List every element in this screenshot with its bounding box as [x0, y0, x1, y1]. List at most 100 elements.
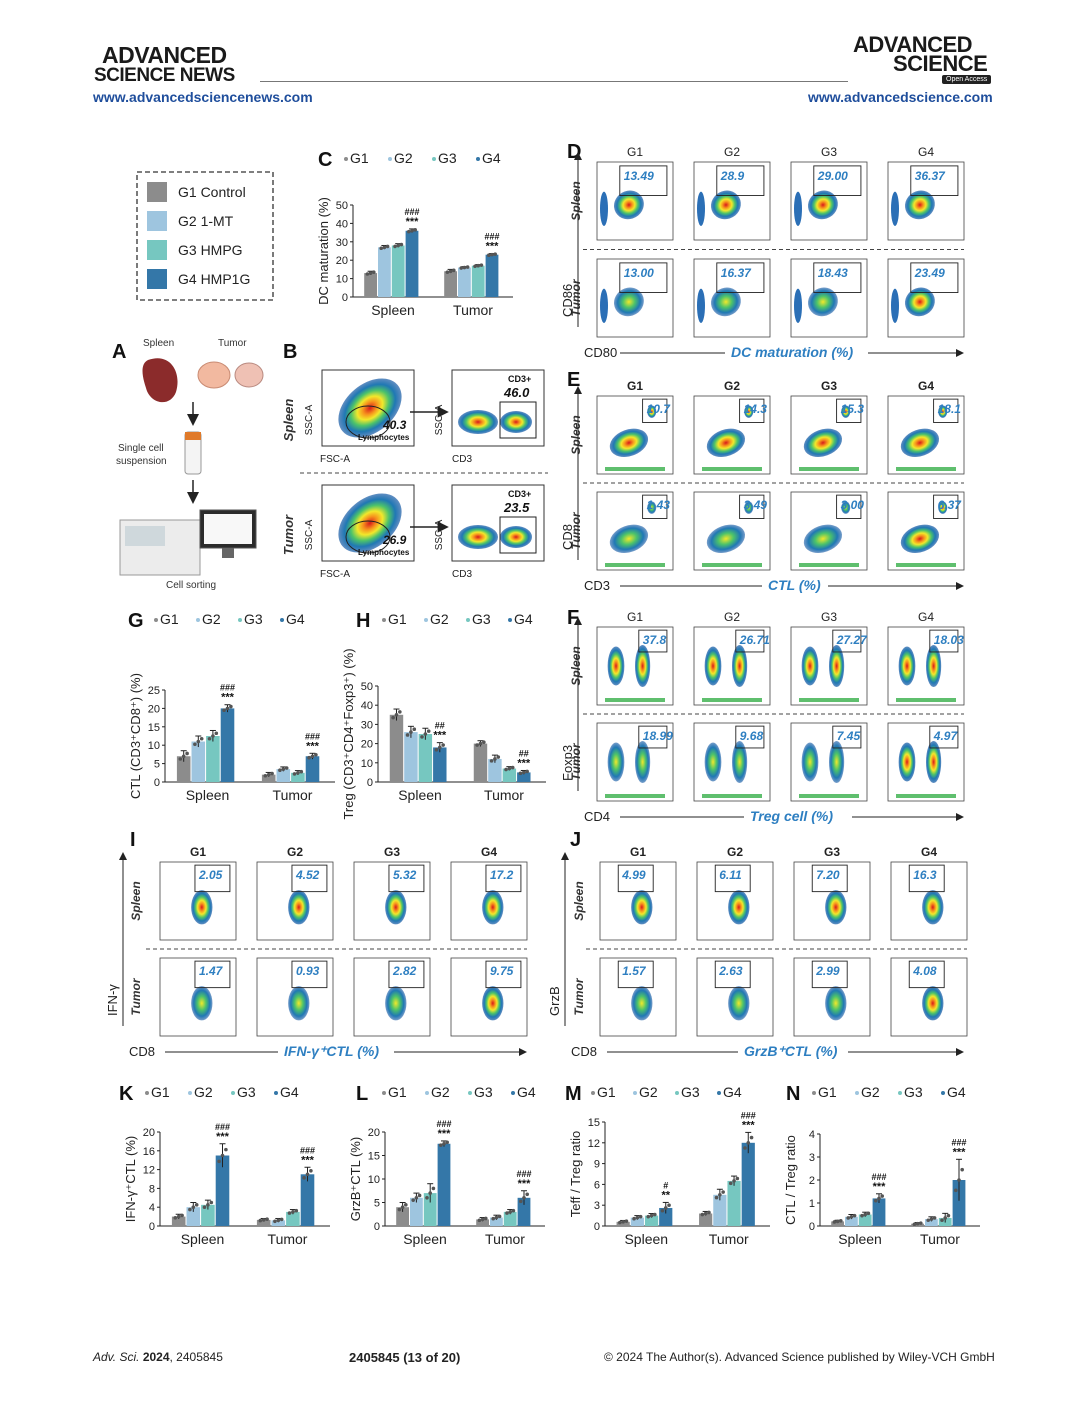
chart-c-letter: C [318, 149, 332, 171]
panel-b-gate-0 [345, 405, 391, 439]
chart-h-dot-G3-tumor-0 [504, 767, 508, 772]
right-url[interactable]: www.advancedscience.com [808, 89, 993, 105]
flow-j-tumor-2-density [825, 986, 847, 1021]
chart-h-dot-G1-tumor-2 [482, 740, 486, 744]
chart-k-ytick-label-20: 20 [143, 1127, 155, 1139]
flow-j-tumor-0-gate [617, 960, 654, 989]
chart-g-dot-G3-spleen-1 [211, 734, 215, 738]
chart-c-bar-G1-tumor [444, 271, 457, 297]
chart-h-xcat-spleen: Spleen [398, 787, 442, 803]
flow-f-tumor-0-baseline [605, 794, 665, 798]
flow-j-tumor-0-value: 1.57 [622, 964, 647, 978]
flow-e-tumor-3-baseline [896, 563, 956, 567]
flow-d-spleen-1-gate [716, 165, 765, 196]
chart-g-dot-G1-tumor-0 [263, 773, 268, 778]
panel-b-x1-0: FSC-A [320, 454, 350, 465]
chart-l-legend-G3: G3 [474, 1084, 493, 1100]
chart-g-dot-G4-tumor-1 [310, 754, 315, 759]
flow-d-spleen-3-value: 36.37 [915, 169, 946, 183]
chart-m-dot-G4-tumor-0 [743, 1146, 747, 1150]
chart-m-dot-G1-tumor-0 [700, 1212, 705, 1217]
chart-l-bar-G4-spleen [437, 1143, 451, 1226]
flow-f-spleen-0-baseline [605, 698, 665, 702]
flow-e-tumor-1-baseline [702, 563, 762, 567]
flow-f-spleen-3-gate [929, 629, 959, 653]
chart-g-stars-tumor: *** [306, 740, 320, 752]
right-masthead-line1: ADVANCED [853, 32, 973, 57]
flow-f-tumor-1-baseline [702, 794, 762, 798]
chart-h-bar-G4-spleen [433, 747, 447, 782]
chart-h-bar-G2-tumor [488, 758, 502, 782]
flow-i-spleen-1-value: 4.52 [295, 868, 320, 882]
flow-e-tumor-0-value: 1.43 [647, 498, 671, 512]
chart-m-dot-G4-spleen-0 [660, 1208, 665, 1213]
chart-h-dot-G2-spleen-1 [409, 730, 413, 734]
flow-f-tumor-2-density-a [801, 742, 819, 782]
chart-n-ytick-label-2: 2 [809, 1175, 815, 1187]
chart-c-bar-G4-spleen [405, 230, 419, 297]
panel-b-cd3-value-0: 46.0 [503, 385, 530, 400]
flow-e-spleen-1-value: 14.3 [744, 402, 768, 416]
flow-e-tumor-1-density [706, 524, 746, 553]
chart-n-dot-G1-spleen-1 [835, 1219, 840, 1224]
chart-l-legend-dot-G3 [468, 1091, 472, 1095]
flow-e-tumor-3-density [900, 524, 940, 553]
flow-f-tumor-0-density-a [607, 742, 625, 782]
flow-d-spleen-0-axis-cells [600, 191, 608, 226]
chart-n-dot-G3-spleen-0 [860, 1213, 864, 1218]
chart-l-ytick-label-10: 10 [368, 1174, 380, 1186]
chart-h: H G1 G2 G3 G4 0 10 20 30 40 50 Treg (CD3⁺CD4⁺Foxp3⁺… [341, 610, 546, 820]
chart-h-dot-G1-spleen-2 [398, 710, 402, 714]
chart-n-ytick-label-4: 4 [809, 1129, 815, 1141]
left-url[interactable]: www.advancedsciencenews.com [93, 89, 313, 105]
footer-copyright: © 2024 The Author(s). Advanced Science p… [604, 1350, 995, 1364]
panel-b-gate-value-1: 26.9 [382, 533, 407, 547]
chart-n-ylabel: CTL / Treg ratio [783, 1135, 798, 1225]
chart-n-dot-G3-spleen-2 [866, 1211, 871, 1216]
chart-g-legend-dot-G1 [154, 618, 158, 622]
flow-f-tumor-1-density-a [704, 742, 722, 782]
flow-d-spleen-1-axis-cells [697, 191, 705, 226]
chart-k-ytick-label-16: 16 [143, 1146, 155, 1158]
chart-c-dot-G2-spleen-2 [385, 244, 390, 249]
tube-cap [185, 432, 201, 440]
flow-i-tumor-3-density [482, 986, 504, 1021]
chart-l-stars-spleen: *** [438, 1128, 452, 1140]
step1-line2: suspension [116, 456, 167, 467]
chart-c-dot-G4-spleen-0 [407, 229, 411, 234]
flow-d-spleen-3-gate [910, 165, 959, 196]
flow-e-tumor-2-baseline [799, 563, 859, 567]
chart-k-legend-dot-G3 [231, 1091, 235, 1095]
flow-i-tumor-2-density [385, 986, 407, 1021]
panel-j-group-G1: G1 [630, 845, 646, 859]
chart-h-legend-G4: G4 [514, 611, 533, 627]
legend-swatch-3 [147, 240, 167, 260]
panel-i-group-G1: G1 [190, 845, 206, 859]
chart-g-ytick-label-10: 10 [148, 740, 160, 752]
panel-f-group-G1: G1 [627, 610, 643, 624]
chart-h-stars-spleen: *** [433, 730, 447, 742]
chart-m-dot-G2-tumor-2 [721, 1190, 725, 1194]
chart-g-bar-G4-tumor [305, 756, 320, 782]
chart-l-dot-G1-tumor-1 [480, 1217, 485, 1222]
flow-i-spleen-2-value: 5.32 [393, 868, 417, 882]
flow-d-spleen-2-axis-cells [794, 191, 802, 226]
flow-f-spleen-3-density-b [926, 644, 942, 688]
flow-e-spleen-2-frame [790, 395, 868, 475]
chart-c-dot-G4-spleen-2 [413, 228, 418, 232]
chart-g-dot-G3-spleen-2 [214, 731, 219, 736]
chart-h-ytick-label-10: 10 [361, 758, 373, 770]
chart-n-dot-G1-tumor-2 [919, 1221, 923, 1225]
chart-k-dot-G1-tumor-0 [258, 1218, 263, 1223]
panel-b-plot1-density-1 [338, 493, 402, 553]
flow-d-spleen-2-density [808, 190, 838, 220]
flow-f-spleen-1-gate [735, 629, 765, 653]
chart-c-ylabel: DC maturation (%) [316, 197, 331, 305]
panel-e-group-G4: G4 [918, 379, 934, 393]
flow-d-tumor-3-value: 23.49 [914, 266, 945, 280]
chart-n-legend-dot-G2 [855, 1091, 859, 1095]
chart-h-ylabel: Treg (CD3⁺CD4⁺Foxp3⁺) (%) [341, 648, 356, 819]
flow-e-spleen-0-positive [647, 405, 657, 418]
chart-k-bar-G3-spleen [201, 1204, 215, 1226]
chart-l-legend-dot-G4 [511, 1091, 515, 1095]
